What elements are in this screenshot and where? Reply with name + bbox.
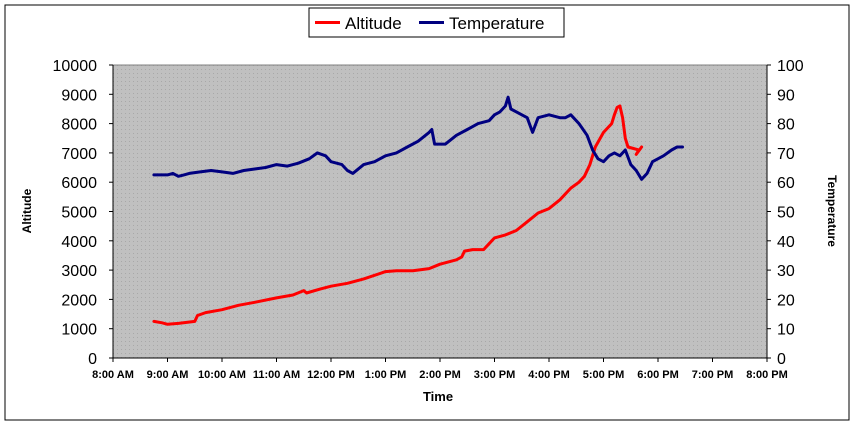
x-tick-label: 8:00 AM [92,369,134,381]
y-left-tick-label: 3000 [61,263,97,280]
y-axis-title-left: Altitude [20,188,34,233]
x-tick-label: 4:00 PM [528,369,570,381]
x-tick-label: 7:00 PM [692,369,734,381]
x-tick-label: 5:00 PM [583,369,625,381]
y-right-tick-label: 60 [777,175,795,192]
legend-label-altitude: Altitude [345,14,402,33]
x-tick-label: 12:00 PM [307,369,355,381]
y-left-tick-label: 10000 [53,58,98,75]
y-right-tick-label: 90 [777,87,795,104]
legend-label-temperature: Temperature [449,14,544,33]
y-right-tick-label: 40 [777,234,795,251]
y-right-tick-label: 10 [777,322,795,339]
y-left-tick-label: 2000 [61,292,97,309]
x-tick-label: 8:00 PM [746,369,788,381]
y-right-tick-label: 0 [777,351,786,368]
y-right-tick-label: 20 [777,292,795,309]
series-line-altitude [152,104,644,326]
y-right-tick-label: 30 [777,263,795,280]
y-right-tick-label: 70 [777,146,795,163]
y-left-tick-label: 1000 [61,322,97,339]
y-left-tick-label: 0 [88,351,97,368]
plot-area [112,64,768,359]
y-left-tick-label: 9000 [61,87,97,104]
series-layer [152,95,684,326]
axes [109,64,771,362]
tick-labels: 0100020003000400050006000700080009000100… [53,58,804,381]
x-tick-label: 10:00 AM [198,369,246,381]
y-left-tick-label: 4000 [61,234,97,251]
x-tick-label: 11:00 AM [253,369,300,381]
x-tick-label: 9:00 AM [147,369,189,381]
x-tick-label: 6:00 PM [637,369,679,381]
y-left-tick-label: 7000 [61,146,97,163]
x-axis-title: Time [423,389,453,404]
y-left-tick-label: 5000 [61,205,97,222]
x-tick-label: 3:00 PM [474,369,516,381]
series-line-temperature [152,95,684,181]
y-left-tick-label: 8000 [61,117,97,134]
y-right-tick-label: 50 [777,205,795,222]
y-left-tick-label: 6000 [61,175,97,192]
x-tick-label: 1:00 PM [365,369,407,381]
y-axis-title-right: Temperature [825,175,839,247]
y-right-tick-label: 100 [777,58,804,75]
x-tick-label: 2:00 PM [419,369,461,381]
legend: Altitude Temperature [308,7,565,38]
y-right-tick-label: 80 [777,117,795,134]
